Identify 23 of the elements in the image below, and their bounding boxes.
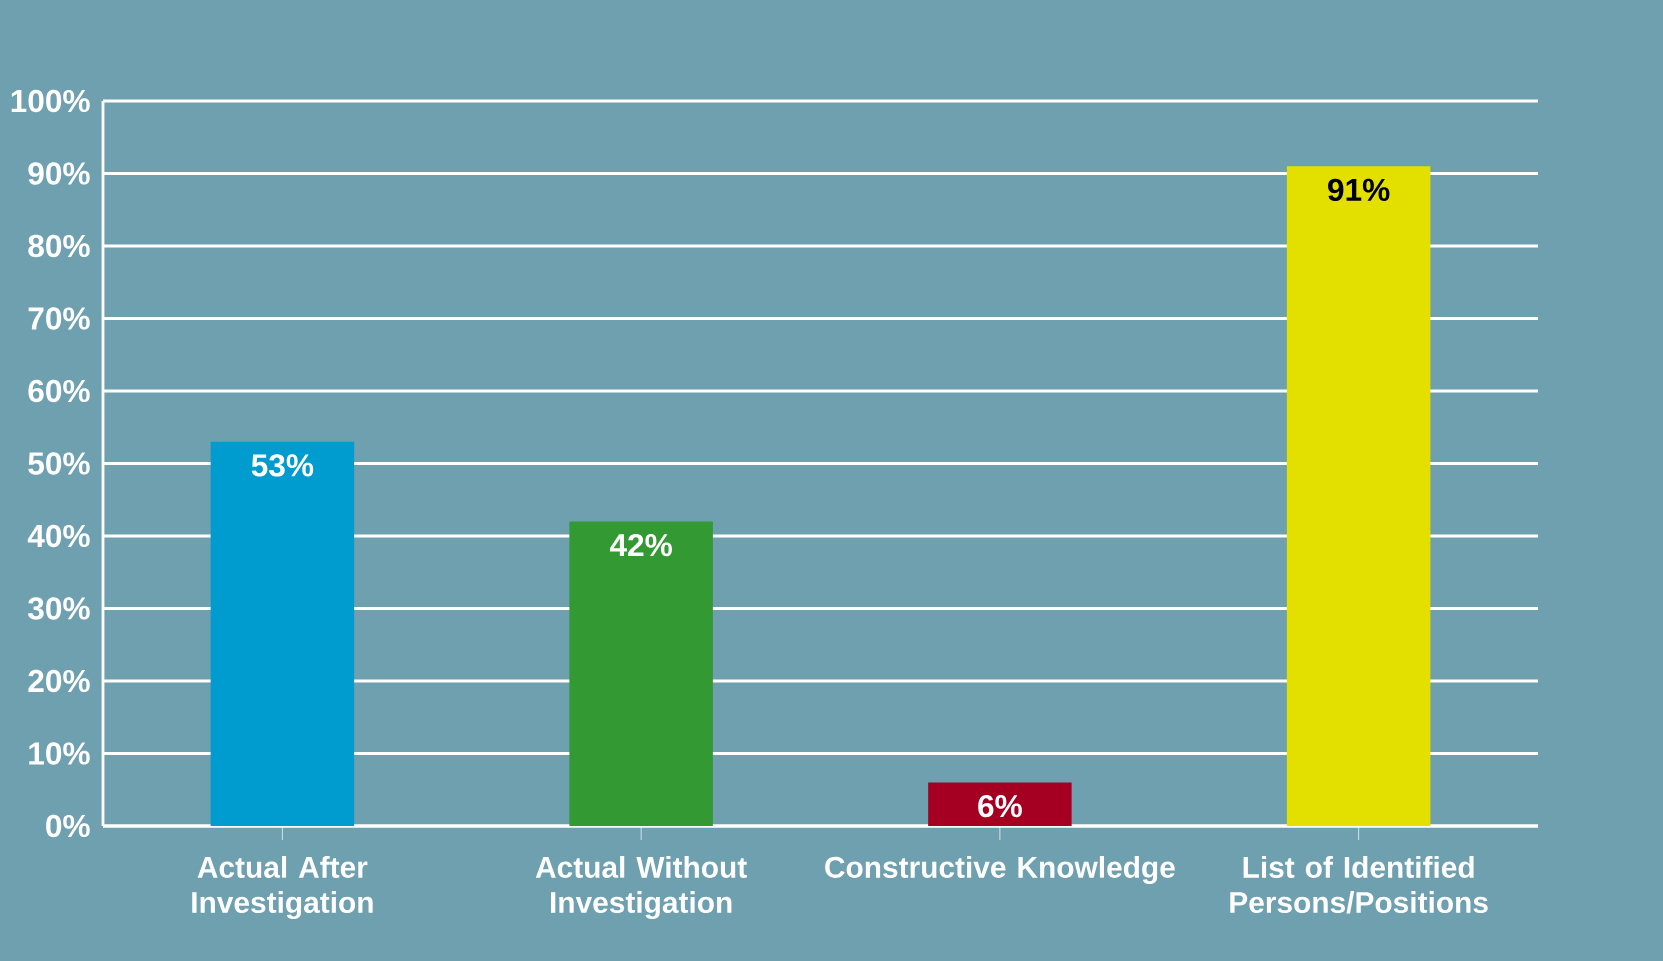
- y-tick-label: 100%: [11, 89, 90, 113]
- data-label: 42%: [609, 533, 672, 557]
- data-label: 91%: [1328, 178, 1390, 202]
- x-tick-label: Actual Without Investigation: [535, 855, 747, 920]
- y-tick-label: 0%: [46, 814, 90, 838]
- y-tick-label: 80%: [28, 234, 90, 258]
- bar: [210, 441, 355, 826]
- x-tick-label: Constructive Knowledge: [825, 855, 1175, 884]
- x-tick-label: Actual After Investigation: [192, 855, 373, 920]
- data-label: 6%: [978, 794, 1022, 818]
- y-tick-label: 10%: [29, 742, 90, 765]
- y-tick-label: 90%: [28, 162, 90, 185]
- bar: [1286, 166, 1431, 826]
- data-label: 53%: [251, 454, 314, 477]
- y-tick-label: 60%: [28, 379, 90, 403]
- y-tick-label: 50%: [28, 452, 90, 475]
- y-tick-label: 40%: [27, 524, 90, 548]
- y-tick-label: 70%: [28, 307, 90, 330]
- bar: [928, 782, 1072, 826]
- bar: [569, 521, 713, 826]
- y-tick-label: 30%: [27, 597, 90, 620]
- x-tick-label: List of Identified Persons/Positions: [1230, 855, 1488, 914]
- y-tick-label: 20%: [28, 669, 90, 693]
